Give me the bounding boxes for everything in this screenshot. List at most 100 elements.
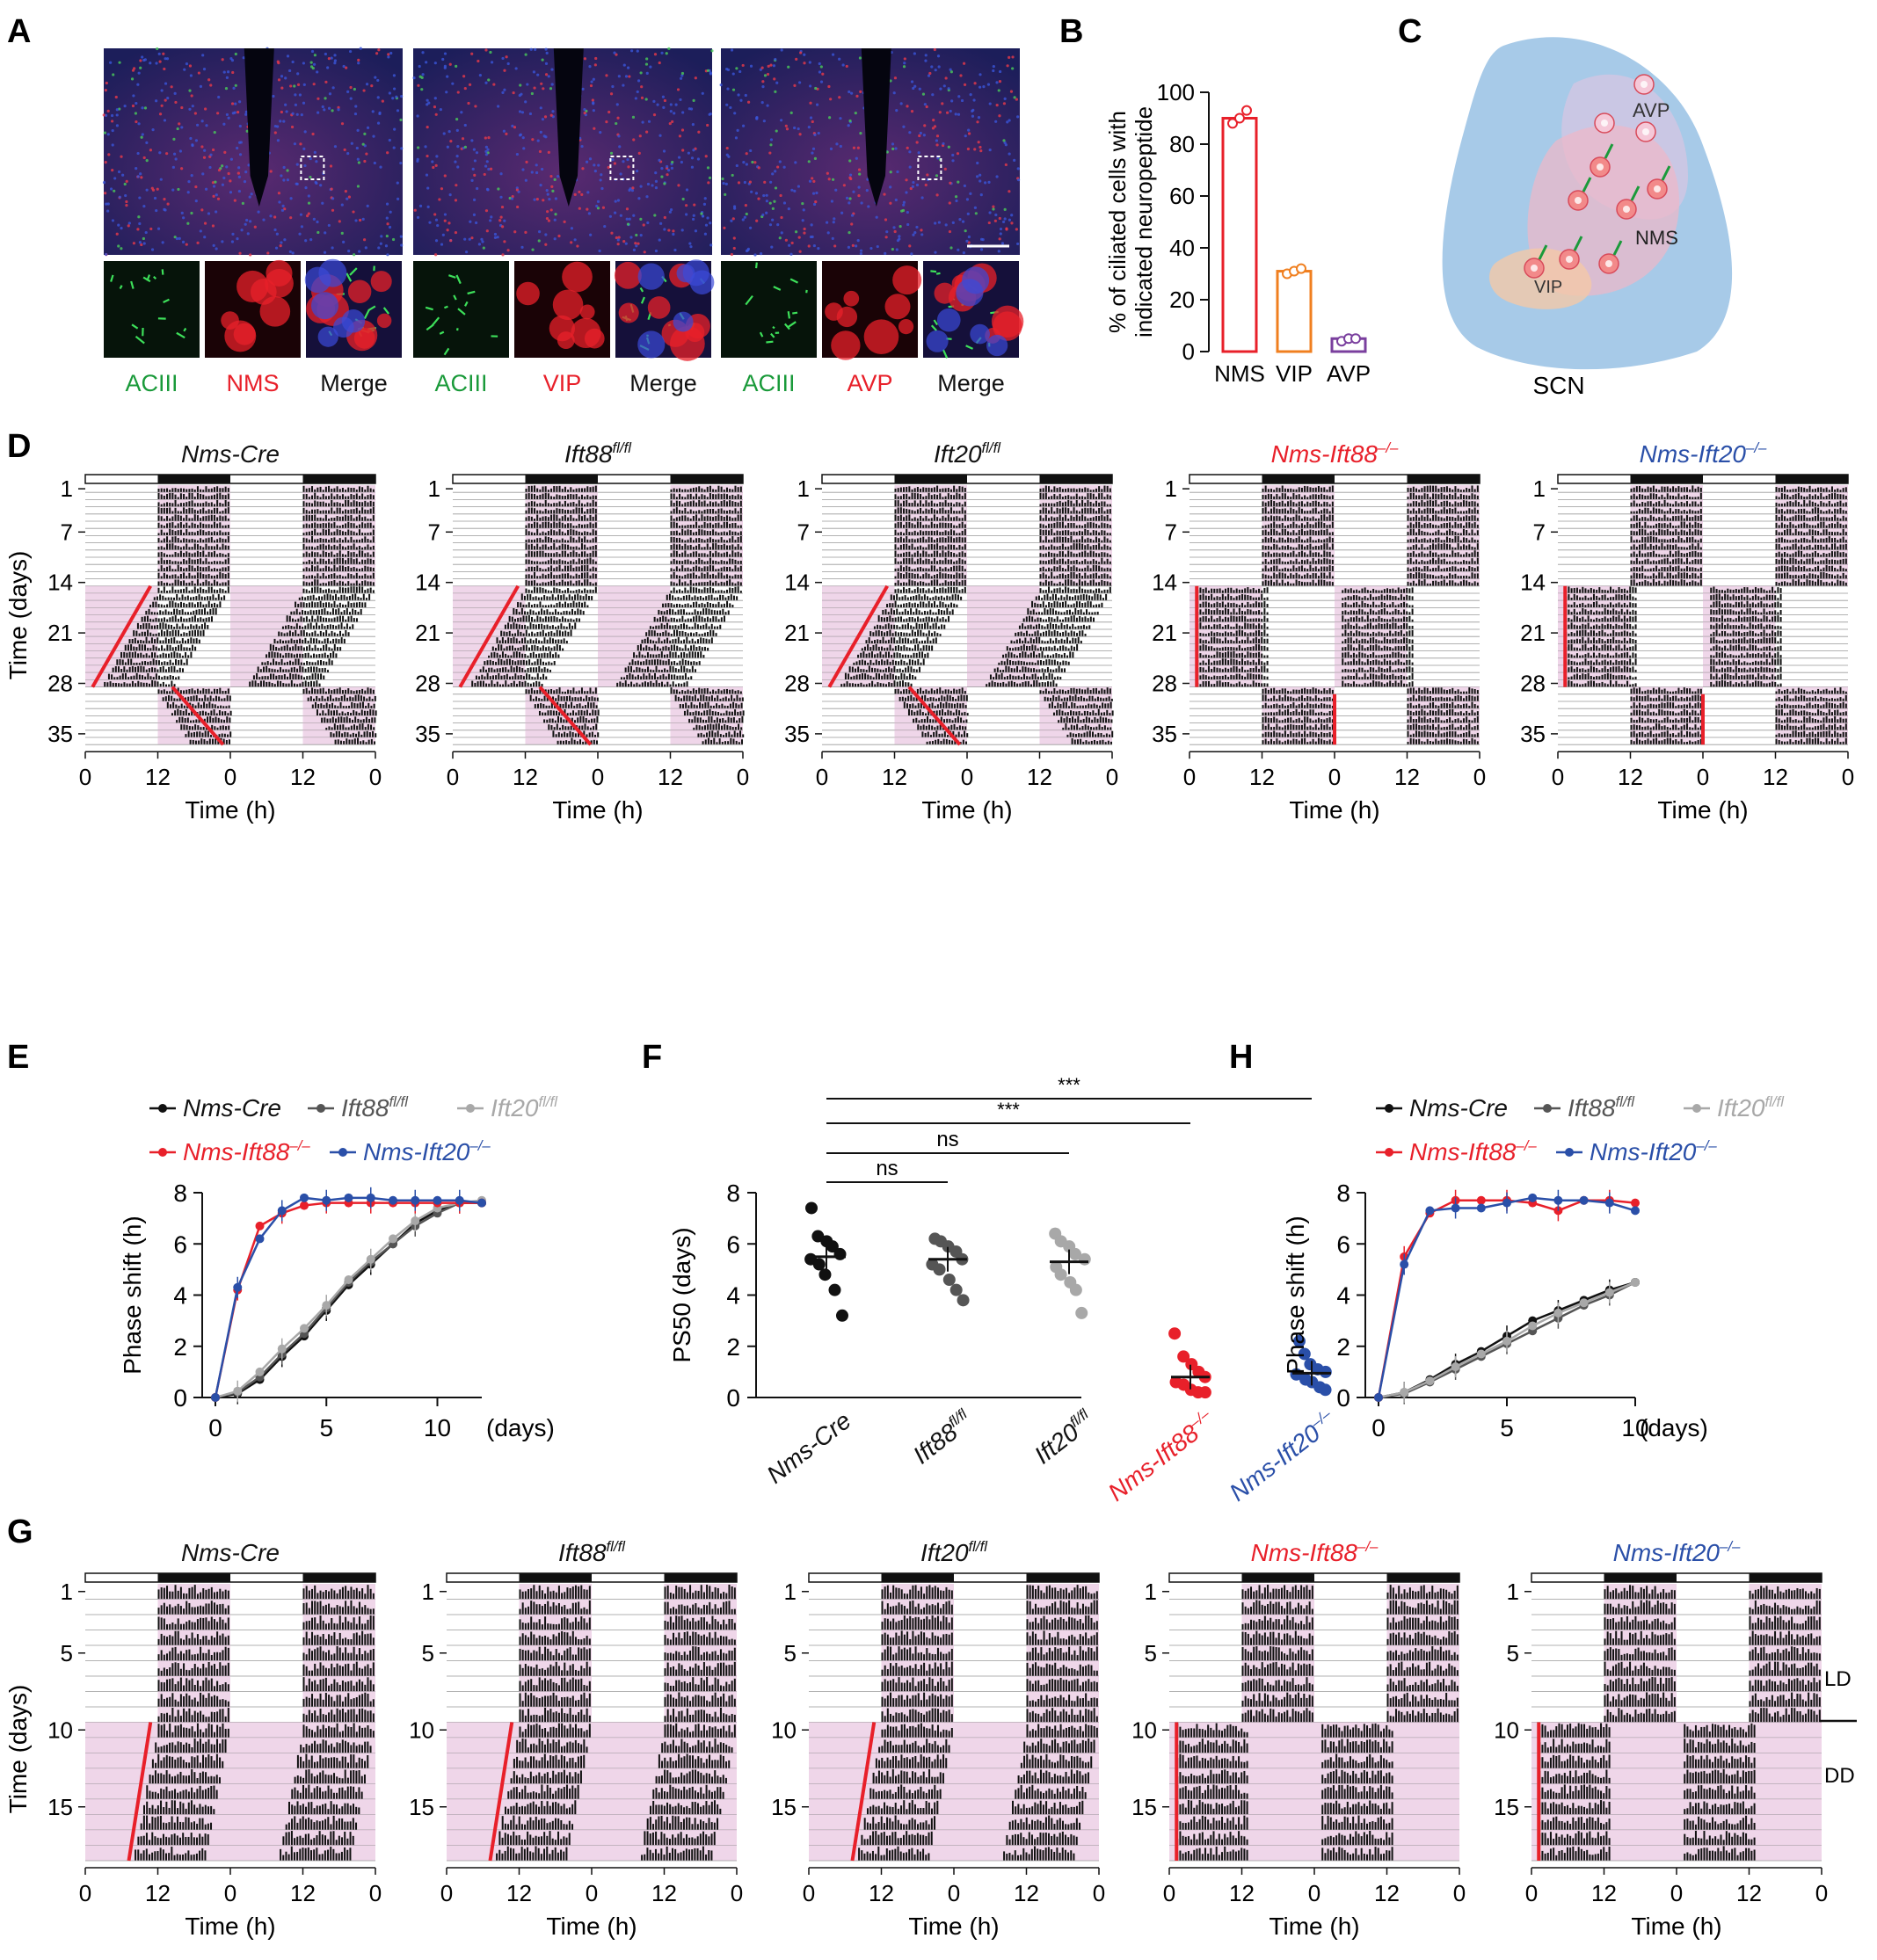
nucleus-signal (936, 308, 961, 332)
cell-dot (721, 177, 724, 181)
activity-bar (174, 494, 177, 500)
activity-bar (268, 651, 271, 658)
dark-phase-shading (302, 701, 375, 709)
activity-bar (163, 507, 165, 514)
activity-bar (682, 595, 685, 601)
activity-bar (673, 604, 675, 608)
cell-dot (678, 134, 682, 138)
cell-dot (589, 83, 593, 88)
activity-bar (331, 702, 334, 709)
cell-dot (785, 127, 789, 131)
activity-bar (643, 647, 645, 651)
cell-dot (850, 222, 854, 226)
cell-dot (944, 223, 948, 227)
activity-bar (227, 580, 229, 586)
cell-dot (286, 178, 290, 182)
activity-bar (305, 561, 308, 565)
activity-bar (328, 574, 331, 579)
activity-bar (708, 608, 710, 615)
activity-bar (216, 581, 219, 586)
activity-bar (534, 546, 536, 550)
activity-bar (675, 550, 678, 557)
cell-dot (416, 157, 419, 161)
activity-bar (258, 677, 261, 680)
activity-bar (319, 688, 322, 694)
activity-bar (353, 518, 355, 521)
activity-bar (224, 582, 227, 586)
activity-bar (200, 690, 202, 694)
cell-dot (961, 220, 965, 223)
activity-bar (536, 576, 539, 579)
cell-dot (544, 233, 548, 236)
cell-dot (145, 159, 149, 163)
cell-dot (966, 147, 971, 151)
cell-dot (291, 251, 295, 255)
activity-bar (565, 610, 568, 615)
activity-bar (266, 654, 268, 658)
cell-dot (200, 120, 204, 123)
activity-bar (584, 531, 586, 536)
cell-dot (164, 82, 168, 85)
activity-bar (513, 636, 515, 644)
cell-dot (532, 70, 536, 74)
activity-bar (369, 581, 372, 586)
activity-bar (706, 509, 709, 514)
activity-bar (494, 648, 497, 651)
activity-bar (501, 637, 504, 644)
activity-bar (571, 608, 573, 615)
cell-dot (692, 149, 695, 152)
cell-dot (280, 110, 283, 114)
activity-bar (345, 727, 347, 730)
activity-bar (354, 593, 357, 601)
activity-bar (198, 717, 200, 723)
neuropeptide-signal (370, 271, 392, 293)
activity-bar (529, 638, 532, 644)
activity-bar (694, 622, 696, 629)
activity-bar (158, 675, 161, 680)
activity-bar (553, 615, 556, 622)
cell-dot (215, 247, 218, 250)
cell-dot (534, 47, 537, 51)
activity-bar (352, 732, 354, 737)
activity-bar (288, 647, 291, 651)
activity-bar (324, 510, 327, 514)
cell-dot (150, 248, 155, 251)
cell-dot (766, 104, 769, 107)
cell-dot (357, 62, 360, 65)
activity-bar (556, 522, 558, 529)
activity-bar (326, 696, 329, 701)
activity-bar (162, 652, 164, 658)
activity-bar (336, 546, 338, 550)
activity-bar (166, 488, 169, 493)
activity-bar (142, 666, 145, 673)
activity-bar (722, 608, 724, 615)
activity-bar (675, 530, 678, 536)
cell-dot (143, 106, 148, 110)
activity-bar (556, 644, 558, 651)
activity-bar (670, 521, 673, 529)
cell-dot (585, 160, 589, 163)
activity-bar (575, 519, 578, 521)
activity-bar (328, 588, 331, 593)
activity-bar (675, 522, 678, 529)
activity-bar (168, 684, 171, 687)
cell-dot (611, 157, 615, 162)
activity-bar (340, 637, 343, 644)
activity-bar (695, 521, 698, 529)
cell-dot (111, 120, 114, 123)
activity-bar (130, 643, 133, 651)
cell-dot (321, 201, 324, 205)
cell-dot (628, 188, 631, 192)
activity-bar (159, 666, 162, 673)
cell-dot (963, 184, 966, 188)
activity-bar (580, 551, 583, 557)
activity-bar (181, 594, 184, 601)
activity-bar (675, 497, 678, 500)
activity-bar (186, 658, 188, 665)
cell-dot (544, 243, 548, 246)
cell-dot (832, 221, 835, 224)
micrograph-group-1: ACIII NMS Merge (102, 47, 404, 396)
activity-bar (305, 589, 308, 593)
activity-bar (202, 604, 205, 608)
cell-dot (249, 253, 252, 257)
